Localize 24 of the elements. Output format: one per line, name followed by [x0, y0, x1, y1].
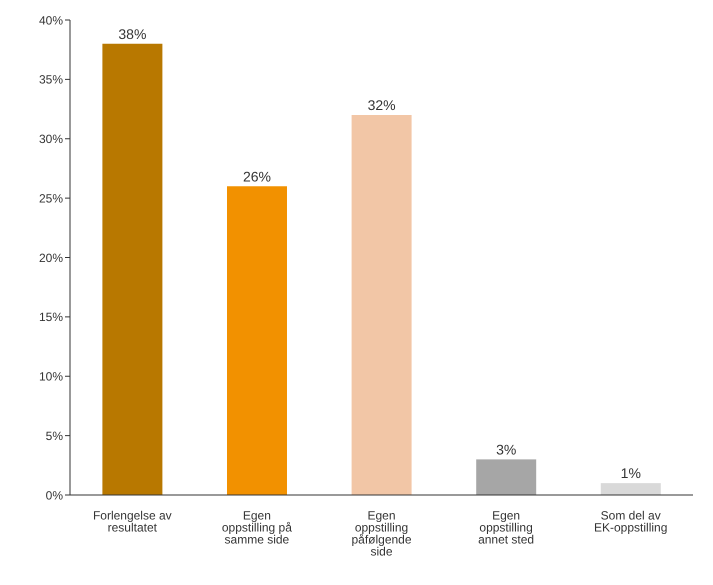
y-tick-label: 5%	[46, 428, 64, 443]
y-tick-label: 10%	[38, 370, 64, 384]
y-tick-label: 15%	[38, 310, 64, 324]
x-tick-label: Forlengelse av resultatet	[92, 508, 172, 535]
bar	[226, 186, 287, 495]
bar	[352, 115, 412, 495]
data-label: 38%	[118, 26, 146, 42]
x-tick-label: Egen oppstilling på samme side	[222, 508, 292, 547]
y-tick-label: 20%	[38, 250, 64, 265]
bar	[476, 459, 536, 495]
bar	[600, 483, 661, 495]
y-tick-label: 0%	[46, 488, 64, 502]
y-tick-label: 35%	[38, 72, 64, 87]
data-label: 32%	[368, 97, 396, 113]
bar	[102, 44, 162, 495]
x-tick-label: Egen oppstilling påfølgende side	[351, 508, 412, 559]
data-label: 3%	[496, 441, 516, 458]
y-tick-label: 30%	[38, 132, 64, 146]
y-tick-label: 25%	[38, 191, 64, 206]
x-tick-label: Som del av EK-oppstilling	[594, 508, 668, 535]
data-label: 1%	[620, 465, 641, 482]
data-label: 26%	[242, 168, 272, 184]
x-tick-label: Egen oppstilling annet sted	[478, 508, 534, 547]
y-tick-label: 40%	[38, 13, 64, 28]
